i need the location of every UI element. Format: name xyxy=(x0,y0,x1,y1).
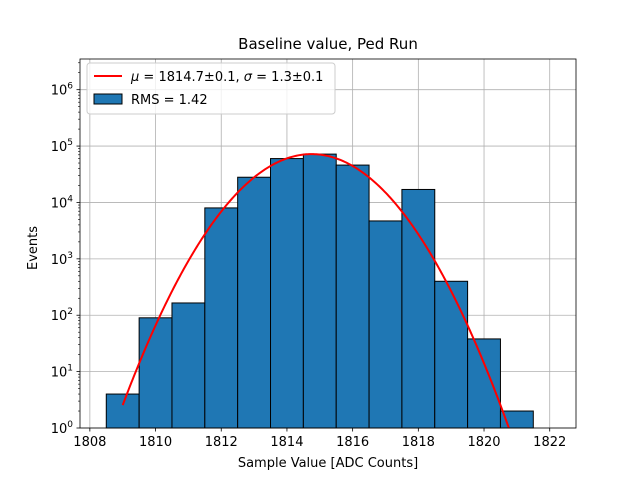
legend-fit-label-part: σ xyxy=(244,70,253,85)
y-tick-label: 104 xyxy=(51,194,74,211)
y-axis-label: Events xyxy=(26,226,41,270)
y-tick-base: 10 xyxy=(51,422,68,437)
histogram-bar xyxy=(237,176,272,429)
y-tick-exponent: 5 xyxy=(67,138,73,148)
y-tick-label: 101 xyxy=(51,364,73,381)
legend-fit-label-part: μ xyxy=(130,70,139,85)
histogram-bar xyxy=(171,302,206,429)
histogram-bar xyxy=(302,153,337,429)
plot-frame xyxy=(79,58,577,429)
x-axis: 1808 1810 1812 1814 1816 1818 1820 1822 xyxy=(73,428,566,450)
x-tick-label: 1814 xyxy=(270,435,303,450)
y-tick-exponent: 4 xyxy=(67,194,73,204)
chart-title: Baseline value, Ped Run xyxy=(238,35,418,53)
histogram-bar xyxy=(467,338,501,429)
x-axis-label: Sample Value [ADC Counts] xyxy=(238,456,418,471)
y-tick-base: 10 xyxy=(51,366,68,381)
y-tick-exponent: 2 xyxy=(67,307,73,317)
y-tick-label: 105 xyxy=(51,138,73,155)
y-tick-label: 100 xyxy=(51,420,74,437)
legend-histogram-label: RMS = 1.42 xyxy=(131,93,208,108)
legend-histogram-swatch xyxy=(93,93,123,105)
histogram-bar xyxy=(204,207,239,429)
histogram-bars xyxy=(105,153,534,429)
fit-curve xyxy=(121,153,510,428)
y-tick-label: 103 xyxy=(51,251,73,268)
x-tick-label: 1822 xyxy=(533,435,566,450)
fit-curve-layer xyxy=(121,153,510,428)
histogram-bar xyxy=(434,280,469,429)
x-tick-label: 1816 xyxy=(336,435,369,450)
y-tick-exponent: 0 xyxy=(67,420,73,430)
histogram-bar xyxy=(105,393,140,429)
histogram-bar xyxy=(138,317,173,429)
y-tick-exponent: 1 xyxy=(67,364,73,374)
x-tick-label: 1812 xyxy=(205,435,238,450)
y-tick-base: 10 xyxy=(51,253,68,268)
y-tick-base: 10 xyxy=(51,309,68,324)
histogram-bar xyxy=(270,158,304,429)
y-tick-base: 10 xyxy=(51,196,68,211)
legend-box xyxy=(86,62,336,115)
y-tick-base: 10 xyxy=(51,140,68,155)
y-tick-label: 102 xyxy=(51,307,73,324)
legend-fit-label-part: = 1.3±0.1 xyxy=(252,70,323,85)
y-tick-base: 10 xyxy=(51,84,68,99)
y-tick-label: 106 xyxy=(51,82,74,99)
legend-fit-label: μ = 1814.7±0.1, σ = 1.3±0.1 xyxy=(130,70,323,85)
legend-fit-label-part: = 1814.7±0.1, xyxy=(139,70,243,85)
y-tick-exponent: 6 xyxy=(67,82,73,92)
x-tick-label: 1820 xyxy=(467,435,500,450)
legend: μ = 1814.7±0.1, σ = 1.3±0.1 RMS = 1.42 xyxy=(86,62,336,115)
y-tick-exponent: 3 xyxy=(67,251,73,261)
x-tick-label: 1810 xyxy=(139,435,172,450)
histogram-bar xyxy=(368,220,403,429)
x-tick-label: 1808 xyxy=(73,435,106,450)
x-tick-label: 1818 xyxy=(402,435,435,450)
histogram-bar xyxy=(335,164,370,429)
histogram-bar xyxy=(401,188,436,429)
